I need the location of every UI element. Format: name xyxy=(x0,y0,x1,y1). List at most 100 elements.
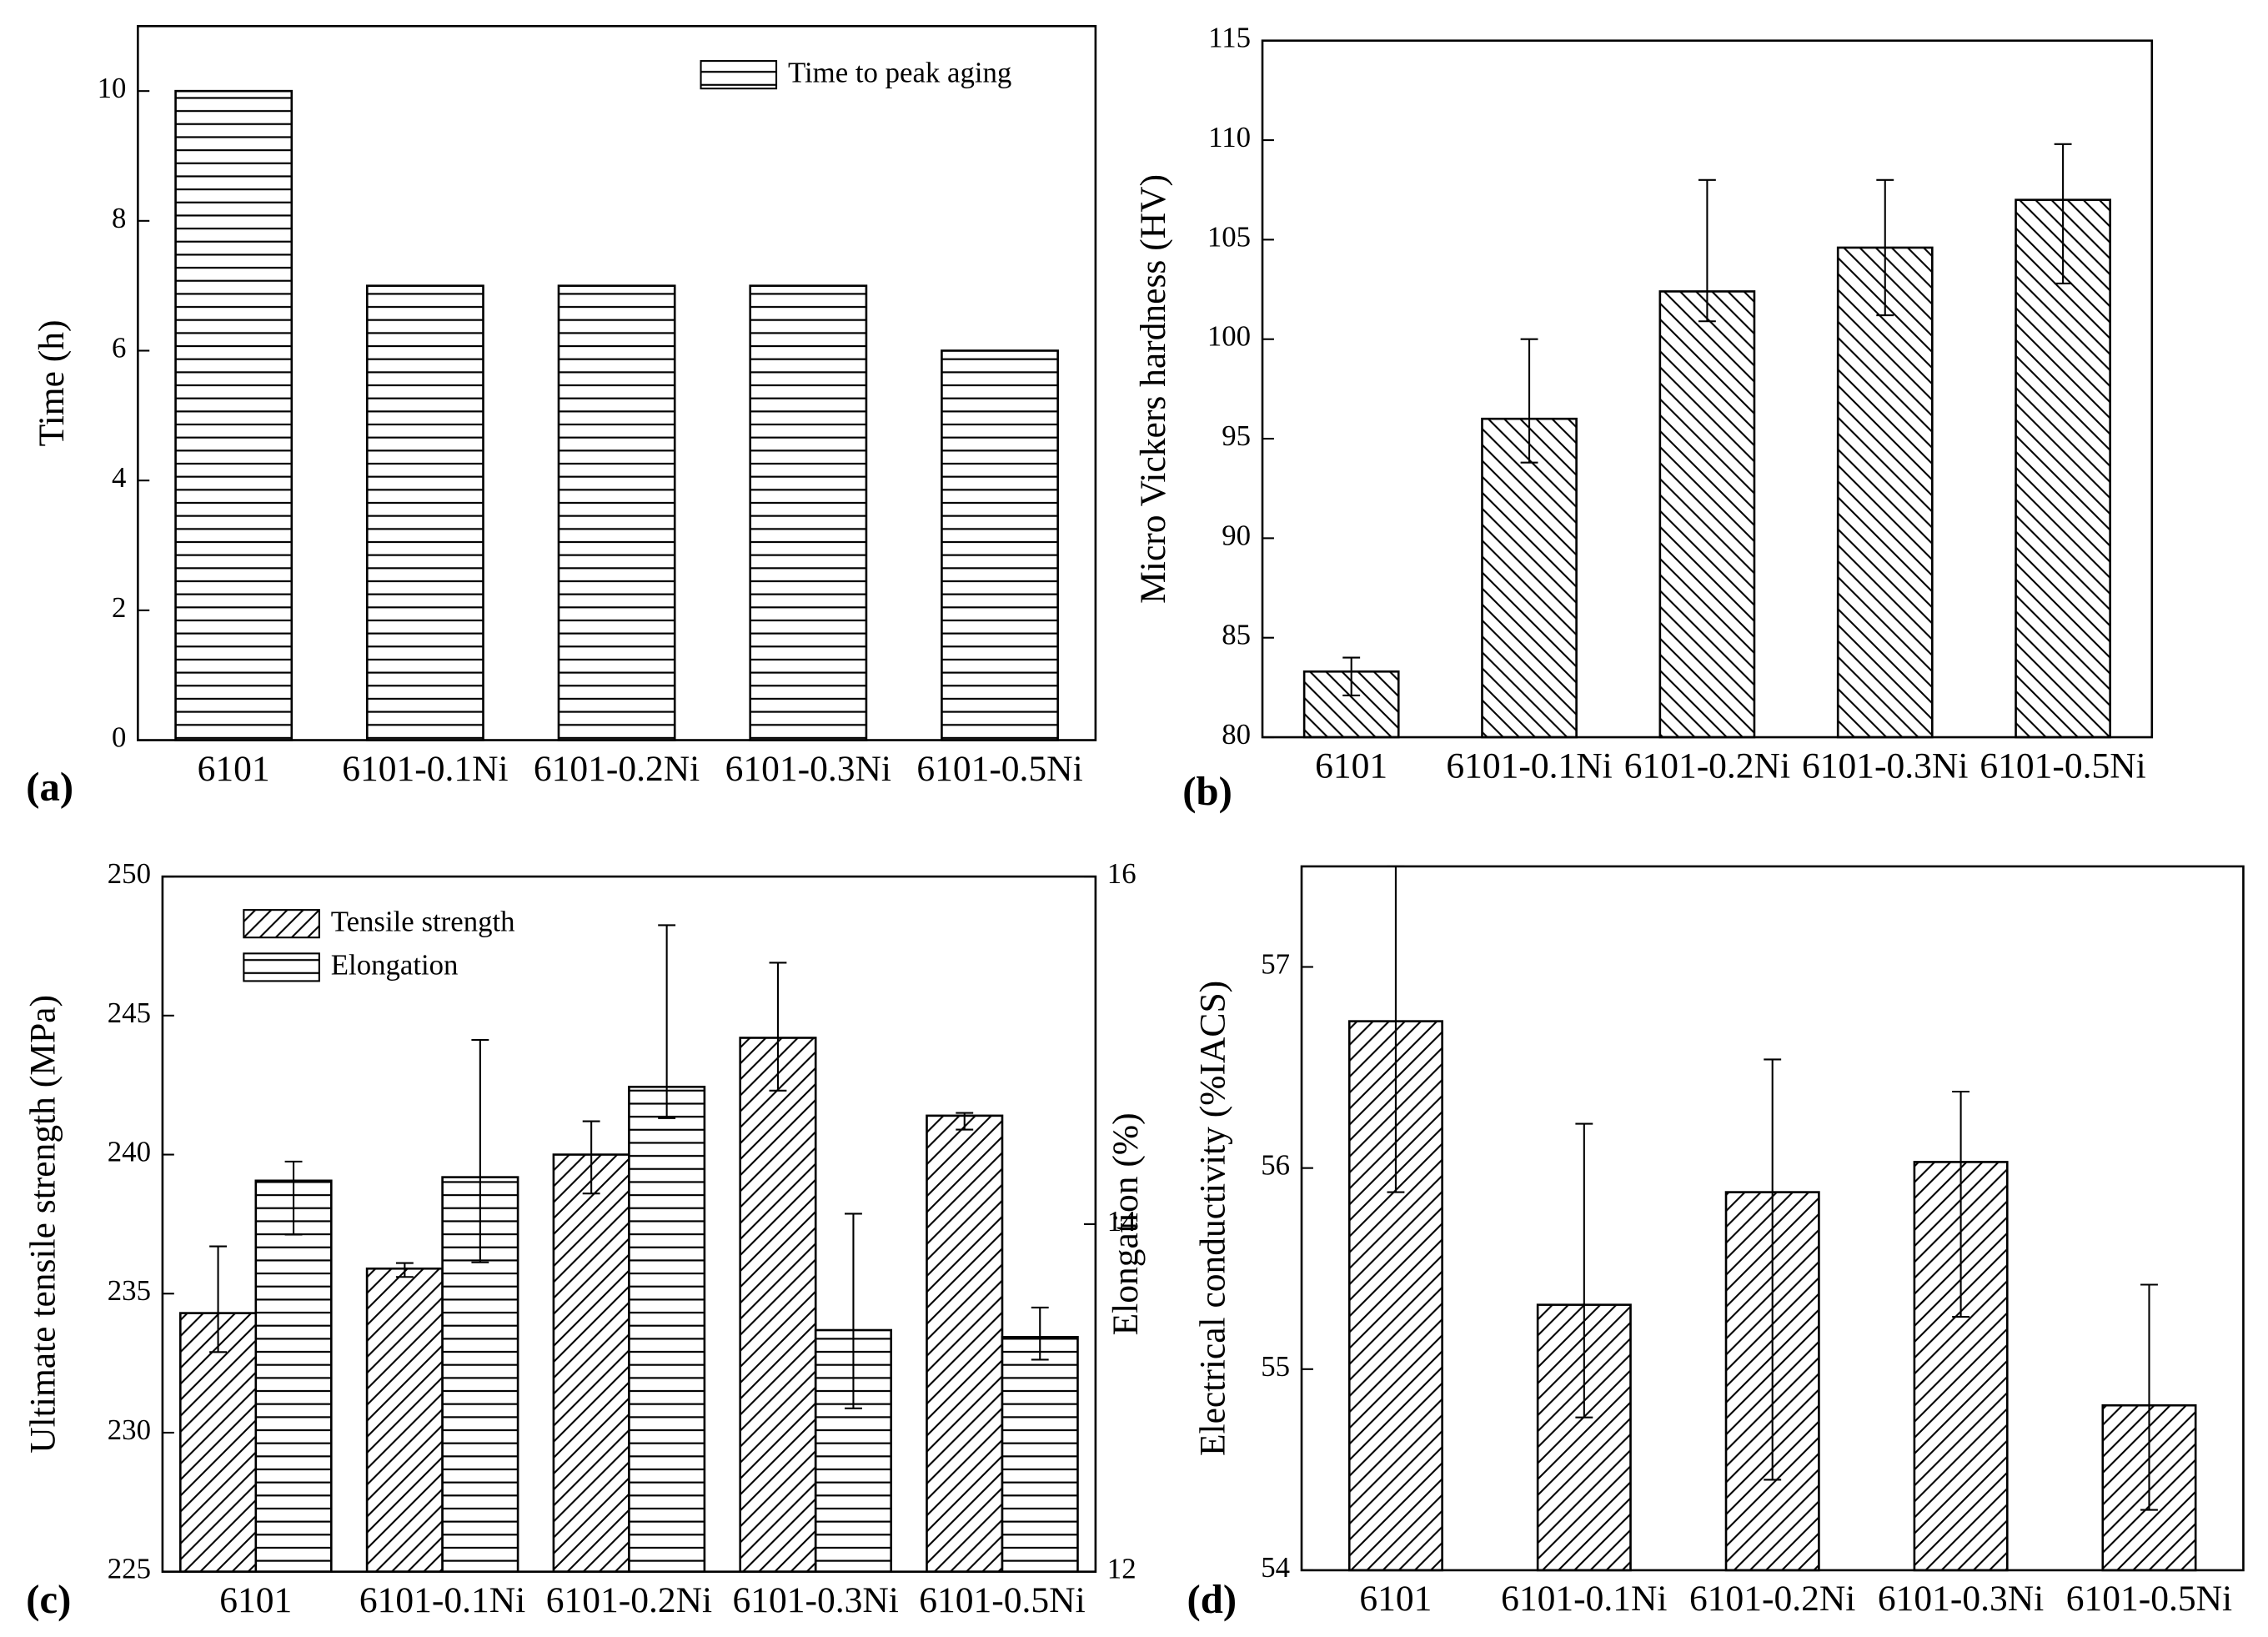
y-tick-label: 225 xyxy=(108,1553,151,1585)
legend-label: Time to peak aging xyxy=(788,56,1011,88)
error-bar xyxy=(844,1213,862,1409)
x-tick-label: 6101-0.5Ni xyxy=(1979,746,2145,786)
bar xyxy=(628,1085,706,1573)
bar xyxy=(365,284,484,741)
y-tick-label: 105 xyxy=(1207,220,1251,253)
legend-swatch xyxy=(700,60,778,90)
legend-label: Tensile strength xyxy=(331,906,515,938)
y-tick-label: 115 xyxy=(1208,22,1251,54)
plot-frame xyxy=(1300,865,2245,1572)
y-tick-label: 245 xyxy=(108,997,151,1029)
error-bar xyxy=(1031,1306,1049,1361)
x-tick-label: 6101-0.1Ni xyxy=(1501,1579,1667,1619)
x-tick-label: 6101 xyxy=(1315,746,1387,786)
error-bar xyxy=(1698,178,1716,323)
panel-label: (b) xyxy=(1182,769,1232,814)
y2-tick-label: 16 xyxy=(1107,857,1137,890)
y2-axis-label: Elongation (%) xyxy=(1106,1112,1146,1335)
x-tick-label: 6101-0.1Ni xyxy=(359,1580,525,1620)
bar xyxy=(1658,290,1756,739)
y-tick-label: 55 xyxy=(1261,1350,1290,1383)
y-tick-label: 54 xyxy=(1261,1551,1290,1584)
legend-swatch xyxy=(243,909,320,939)
plot-frame xyxy=(1261,39,2154,739)
x-tick-label: 6101-0.3Ni xyxy=(1878,1579,2044,1619)
bar xyxy=(254,1179,333,1573)
panel-label: (d) xyxy=(1187,1577,1237,1622)
bar xyxy=(1481,417,1578,739)
y-axis-label: Time (h) xyxy=(32,319,72,446)
error-bar xyxy=(284,1160,303,1236)
y-tick-label: 230 xyxy=(108,1414,151,1446)
x-tick-label: 6101-0.5Ni xyxy=(916,749,1082,789)
y-tick-label: 85 xyxy=(1222,619,1251,651)
y-tick-label: 240 xyxy=(108,1136,151,1168)
bar xyxy=(941,349,1059,741)
y-tick-label: 57 xyxy=(1261,947,1290,980)
error-bar xyxy=(1575,1122,1593,1419)
y-tick-label: 100 xyxy=(1207,320,1251,353)
legend-swatch xyxy=(243,952,320,982)
y-tick-label: 235 xyxy=(108,1274,151,1307)
error-bar xyxy=(209,1245,227,1353)
y-tick-label: 110 xyxy=(1208,121,1251,153)
y-axis-label: Electrical conductivity (%IACS) xyxy=(1192,981,1232,1456)
bar xyxy=(739,1037,817,1573)
error-bar xyxy=(582,1120,600,1195)
y-axis-label: Ultimate tensile strength (MPa) xyxy=(23,995,63,1454)
x-tick-label: 6101 xyxy=(198,749,270,789)
bar xyxy=(552,1153,630,1573)
x-tick-label: 6101-0.3Ni xyxy=(733,1580,899,1620)
plot-frame xyxy=(137,25,1097,741)
error-bar xyxy=(2054,143,2072,284)
x-tick-label: 6101 xyxy=(219,1580,292,1620)
error-bar xyxy=(1764,1058,1782,1481)
y-tick-label: 10 xyxy=(98,72,127,104)
y-axis-label: Micro Vickers hardness (HV) xyxy=(1133,174,1173,604)
bar xyxy=(557,284,676,741)
y2-tick-label: 14 xyxy=(1107,1205,1137,1238)
error-bar xyxy=(658,924,676,1119)
y-tick-label: 250 xyxy=(108,857,151,890)
y-tick-label: 80 xyxy=(1222,718,1251,751)
bar xyxy=(365,1267,444,1573)
error-bar xyxy=(471,1038,489,1263)
y-tick-label: 90 xyxy=(1222,519,1251,551)
x-tick-label: 6101-0.3Ni xyxy=(725,749,891,789)
panel-label: (c) xyxy=(26,1577,71,1622)
x-tick-label: 6101-0.3Ni xyxy=(1802,746,1968,786)
x-tick-label: 6101-0.5Ni xyxy=(919,1580,1085,1620)
bar xyxy=(2015,198,2111,739)
error-bar xyxy=(769,962,787,1092)
y-tick-label: 56 xyxy=(1261,1149,1290,1182)
x-tick-label: 6101-0.1Ni xyxy=(1446,746,1612,786)
x-tick-label: 6101-0.1Ni xyxy=(342,749,508,789)
x-tick-label: 6101-0.5Ni xyxy=(2066,1579,2232,1619)
y-tick-label: 2 xyxy=(112,591,126,624)
x-tick-label: 6101 xyxy=(1359,1579,1432,1619)
error-bar xyxy=(1520,338,1538,464)
bar xyxy=(1001,1336,1079,1573)
x-tick-label: 6101-0.2Ni xyxy=(1689,1579,1855,1619)
error-bar xyxy=(1876,178,1894,317)
legend-label: Elongation xyxy=(331,949,459,982)
y-tick-label: 0 xyxy=(112,721,126,754)
error-bar xyxy=(2140,1283,2158,1511)
bar xyxy=(174,89,294,741)
x-tick-label: 6101-0.2Ni xyxy=(534,749,700,789)
y-tick-label: 95 xyxy=(1222,419,1251,452)
error-bar xyxy=(395,1262,414,1278)
error-bar xyxy=(956,1112,974,1131)
plot-frame xyxy=(161,875,1097,1573)
bar xyxy=(1836,246,1934,739)
x-tick-label: 6101-0.2Ni xyxy=(546,1580,712,1620)
y2-tick-label: 12 xyxy=(1107,1553,1137,1585)
error-bar xyxy=(1952,1090,1970,1318)
y-tick-label: 6 xyxy=(112,331,126,364)
y-tick-label: 4 xyxy=(112,461,126,494)
bar xyxy=(926,1114,1004,1573)
x-tick-label: 6101-0.2Ni xyxy=(1624,746,1790,786)
error-bar xyxy=(1342,656,1361,696)
